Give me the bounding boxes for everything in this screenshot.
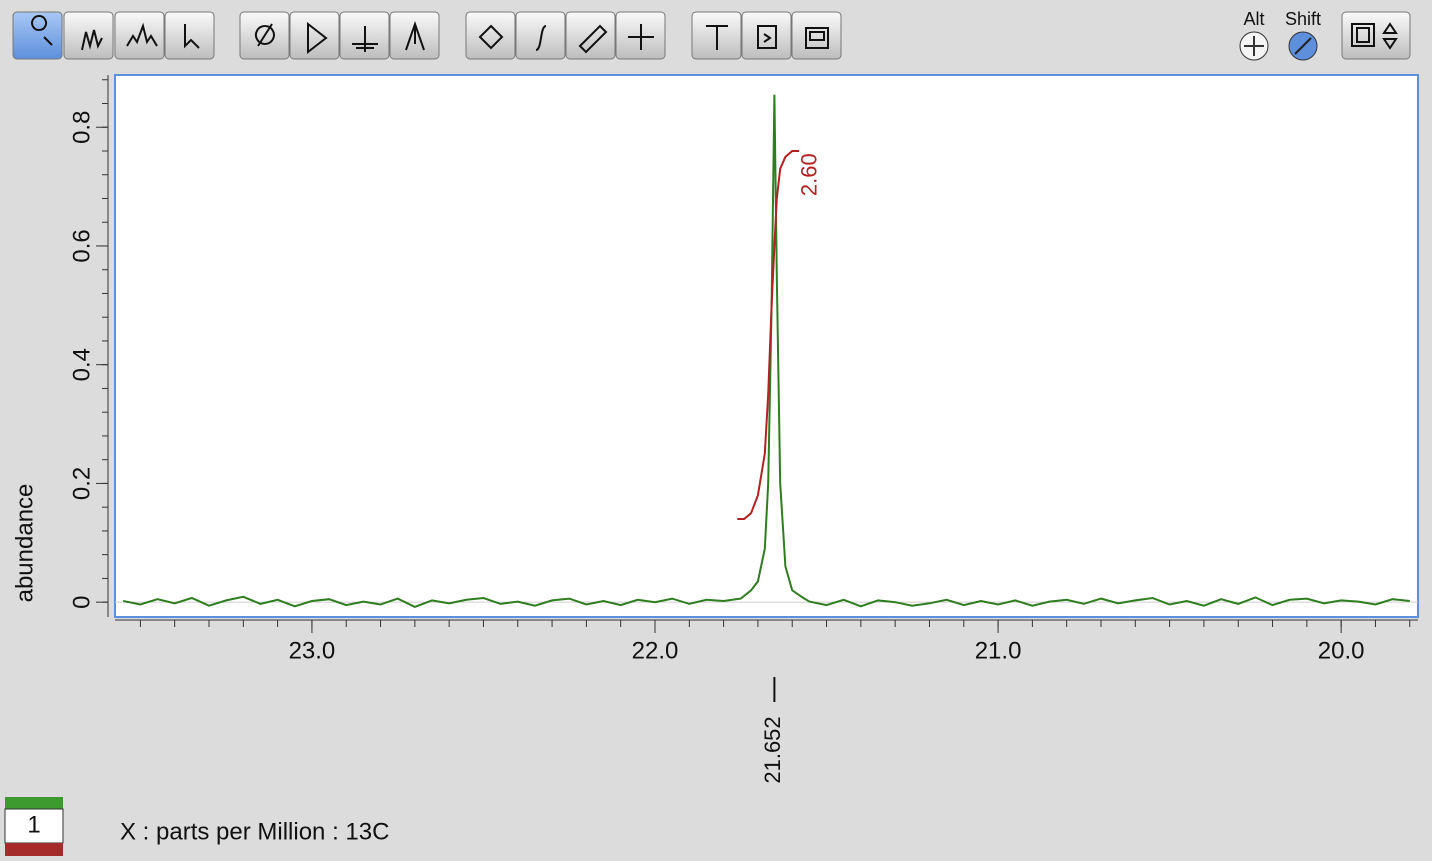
button-face [465, 11, 516, 60]
shift-label: Shift [1285, 9, 1321, 29]
button-icon [1351, 22, 1398, 50]
tool-button[interactable] [239, 11, 290, 60]
tool-button[interactable] [164, 11, 215, 60]
button-face [12, 11, 63, 60]
legend-swatch-2 [5, 843, 63, 856]
tool-button[interactable] [791, 11, 842, 60]
x-axis-label: X : parts per Million : 13C [120, 818, 389, 845]
button-face [289, 11, 340, 60]
y-tick-label: 0.8 [68, 111, 95, 144]
button-icon [628, 24, 654, 50]
button-face [63, 11, 114, 60]
x-tick-label: 23.0 [289, 637, 336, 664]
tool-button[interactable] [12, 11, 63, 60]
button-icon [706, 25, 728, 50]
tool-button[interactable] [339, 11, 390, 60]
button-icon [31, 15, 53, 46]
x-tick-label: 20.0 [1318, 637, 1365, 664]
button-face [164, 11, 215, 60]
plot-area[interactable] [114, 74, 1419, 618]
shift-icon [1294, 37, 1312, 55]
integral-label: 2.60 [796, 153, 821, 196]
tool-button[interactable] [289, 11, 340, 60]
integral-curve [737, 150, 800, 520]
toolbar [12, 11, 1411, 60]
peak-label: 21.652 [760, 716, 785, 783]
button-icon [805, 27, 829, 49]
alt-icon [1244, 36, 1264, 56]
tool-button[interactable] [465, 11, 516, 60]
tool-button[interactable] [1341, 11, 1411, 60]
button-icon [126, 22, 158, 47]
tool-button[interactable] [615, 11, 666, 60]
x-tick-label: 21.0 [975, 637, 1022, 664]
legend-swatch-1 [5, 797, 63, 809]
y-tick-label: 0.2 [68, 467, 95, 500]
tool-button[interactable] [565, 11, 616, 60]
tool-button[interactable] [114, 11, 165, 60]
alt-label: Alt [1243, 9, 1264, 29]
tool-button[interactable] [63, 11, 114, 60]
spectrum-line [123, 94, 1410, 608]
tool-button[interactable] [515, 11, 566, 60]
y-tick-label: 0.4 [68, 348, 95, 381]
legend-label: 1 [27, 811, 40, 838]
button-face [791, 11, 842, 60]
button-icon [578, 24, 608, 54]
button-icon [757, 25, 777, 49]
button-icon [184, 24, 200, 49]
tool-button[interactable] [389, 11, 440, 60]
x-tick-label: 22.0 [632, 637, 679, 664]
button-icon [352, 26, 378, 52]
y-tick-label: 0.6 [68, 229, 95, 262]
tool-button[interactable] [741, 11, 792, 60]
y-axis-label: abundance [11, 484, 38, 603]
y-tick-label: 0 [68, 595, 95, 608]
button-icon [81, 29, 103, 51]
button-icon [254, 23, 275, 47]
legend-box[interactable] [4, 808, 64, 844]
plot: 0 0.2 0.4 0.6 0.8 23.0 22.0 21.0 20.0 2.60 21.652 [68, 75, 1418, 784]
tool-button[interactable] [691, 11, 742, 60]
button-icon [535, 25, 547, 51]
button-icon [478, 24, 504, 50]
button-icon [405, 20, 425, 51]
button-icon [307, 21, 328, 55]
